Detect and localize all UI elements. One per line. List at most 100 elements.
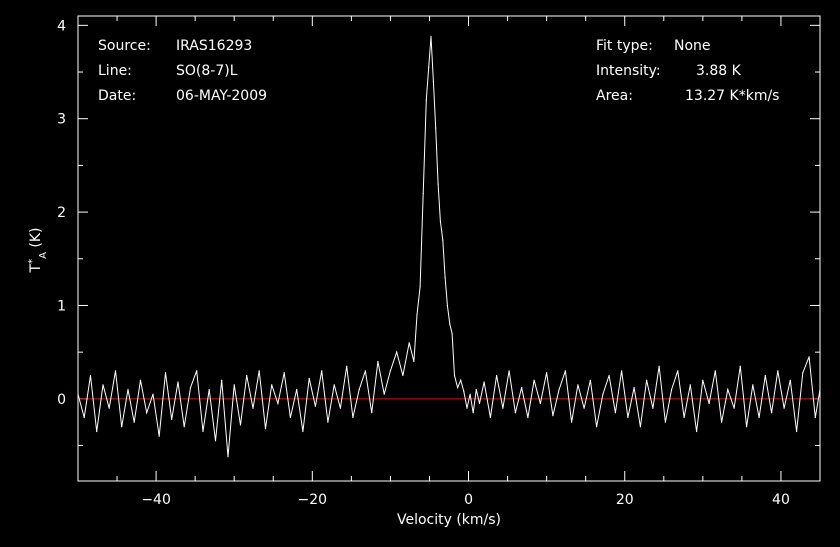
- spectrum-point: [83, 416, 85, 419]
- spectrum-point: [422, 192, 424, 194]
- spectrum-point: [727, 388, 729, 391]
- spectrum-point: [189, 387, 192, 389]
- y-tick-label: 1: [57, 298, 66, 314]
- spectrum-point: [771, 412, 773, 414]
- spectrum-point: [664, 421, 667, 423]
- spectrum-point: [783, 407, 785, 409]
- spectrum-point: [721, 421, 723, 423]
- date-value: 06-MAY-2009: [176, 88, 267, 104]
- spectrum-point: [521, 387, 523, 389]
- fit-type-value: None: [674, 38, 711, 54]
- line-label: Line:: [98, 63, 132, 79]
- spectrum-point: [677, 370, 679, 372]
- spectrum-point: [658, 365, 660, 367]
- spectrum-point: [308, 377, 310, 379]
- spectrum-point: [302, 430, 304, 433]
- spectrum-point: [346, 365, 348, 367]
- spectrum-point: [472, 412, 474, 414]
- axis-ticks: [77, 16, 821, 481]
- spectrum-point: [339, 407, 341, 409]
- spectrum-point: [552, 415, 554, 417]
- spectrum-point: [460, 379, 462, 381]
- spectrum-point: [321, 370, 323, 372]
- spectrum-point: [478, 402, 481, 405]
- spectrum-point: [419, 286, 421, 288]
- spectrum-point: [289, 416, 291, 419]
- spectrum-point: [252, 407, 254, 409]
- spectrum-point: [496, 374, 498, 377]
- spectrum-point: [246, 374, 248, 377]
- spectrum-point: [258, 370, 260, 372]
- intensity-value: 3.88 K: [696, 63, 742, 79]
- spectrum-point: [683, 416, 685, 419]
- spectrum-point: [646, 379, 648, 381]
- spectrum-point: [702, 379, 704, 381]
- spectrum-point: [714, 370, 716, 372]
- spectrum-point: [271, 384, 273, 386]
- spectrum-point: [439, 220, 441, 222]
- spectrum-point: [108, 407, 110, 409]
- spectrum-point: [489, 416, 491, 419]
- spectrum-point: [449, 323, 451, 325]
- spectrum-point: [602, 393, 604, 395]
- spectrum-point: [621, 370, 623, 372]
- source-label: Source:: [98, 38, 151, 54]
- spectrum-point: [442, 239, 444, 241]
- spectrum-point: [527, 416, 529, 419]
- spectrum-point: [214, 440, 217, 442]
- tick-labels: −40 −20 0 20 40 0 1 2 3 4: [57, 18, 790, 508]
- spectrum-point: [589, 379, 592, 381]
- x-tick-label: −20: [298, 492, 328, 508]
- spectrum-point: [539, 402, 542, 405]
- spectrum-point: [146, 412, 148, 414]
- spectrum-point: [227, 456, 229, 458]
- spectrum-point: [451, 332, 453, 335]
- fit-type-label: Fit type:: [596, 38, 653, 54]
- spectrum-point: [432, 80, 434, 82]
- spectrum-point: [469, 393, 471, 395]
- spectrum-point: [546, 372, 548, 374]
- spectrum-point: [789, 379, 791, 381]
- spectrum-point: [196, 370, 198, 372]
- spectrum-point: [564, 370, 567, 372]
- spectrum-point: [808, 356, 810, 358]
- spectrum-point: [358, 388, 360, 391]
- spectrum-point: [633, 387, 635, 389]
- spectrum-point: [708, 402, 710, 405]
- spectrum-point: [327, 421, 329, 423]
- spectrum-point: [139, 379, 142, 381]
- spectrum-point: [164, 372, 167, 374]
- spectrum-point: [121, 426, 123, 428]
- spectrum-point: [577, 384, 579, 386]
- spectrum-point: [89, 374, 92, 377]
- spectrum-point: [371, 412, 373, 414]
- spectrum-point: [430, 35, 432, 38]
- spectrum-point: [425, 99, 427, 101]
- spectrum-point: [733, 407, 735, 409]
- spectrum-point: [377, 360, 379, 363]
- date-label: Date:: [98, 88, 136, 104]
- spectrum-point: [239, 424, 242, 426]
- spectrum-point: [696, 430, 698, 433]
- y-tick-label: 2: [57, 205, 66, 221]
- spectrum-point: [819, 388, 821, 391]
- spectrum-point: [333, 384, 335, 386]
- spectrum-point: [608, 374, 610, 377]
- x-tick-label: 0: [464, 492, 473, 508]
- spectrum-point: [746, 426, 748, 428]
- spectrum-point: [408, 342, 410, 344]
- spectrum-point: [802, 372, 804, 374]
- spectrum-point: [777, 370, 779, 372]
- spectrum-point: [77, 393, 79, 395]
- spectrum-point: [96, 430, 98, 433]
- spectrum-point: [453, 374, 456, 377]
- spectrum-point: [127, 388, 129, 391]
- spectrum-points: [77, 35, 821, 458]
- spectrum-point: [158, 435, 160, 437]
- spectrum-point: [639, 426, 642, 428]
- spectrum-point: [383, 393, 385, 395]
- spectrum-point: [614, 412, 617, 414]
- spectrum-point: [364, 370, 366, 372]
